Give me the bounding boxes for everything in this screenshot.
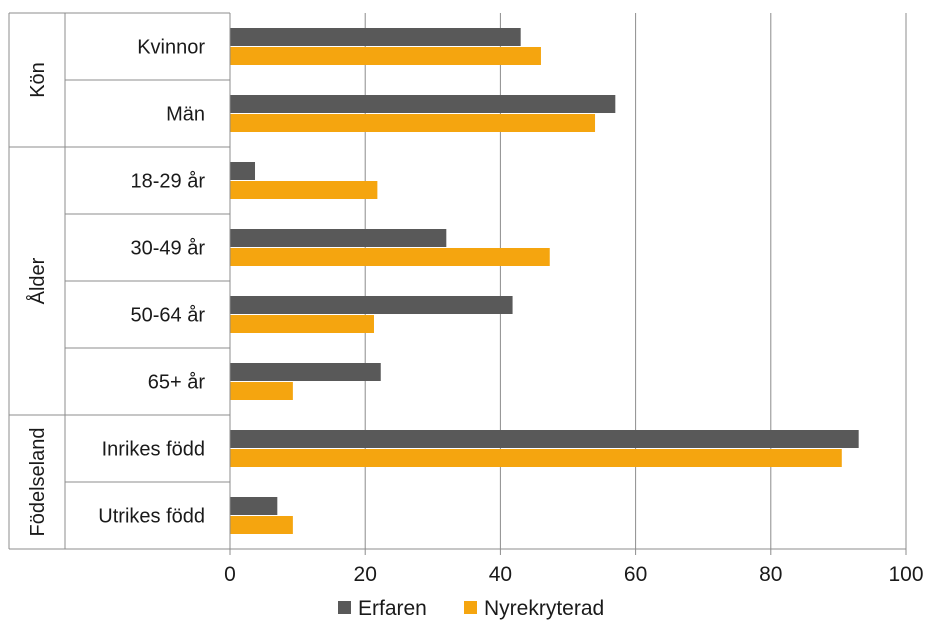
bar-nyrekryterad-7: [230, 516, 293, 534]
bar-nyrekryterad-0: [230, 47, 541, 65]
category-label: Män: [166, 104, 205, 126]
legend-swatch: [464, 601, 477, 614]
group-label: Födelseland: [27, 428, 49, 537]
bar-erfaren-6: [230, 430, 859, 448]
bar-erfaren-0: [230, 28, 521, 46]
x-tick-label: 100: [888, 563, 923, 586]
category-label: 30-49 år: [131, 238, 206, 260]
category-label: Utrikes född: [98, 506, 205, 528]
bar-erfaren-2: [230, 162, 256, 180]
bar-erfaren-4: [230, 296, 513, 314]
x-tick-label: 60: [624, 563, 647, 586]
bar-erfaren-7: [230, 497, 278, 515]
category-label: 18-29 år: [131, 171, 206, 193]
x-tick-label: 20: [354, 563, 377, 586]
legend-label: Erfaren: [358, 597, 427, 620]
legend-swatch: [338, 601, 351, 614]
bar-nyrekryterad-2: [230, 181, 378, 199]
bar-erfaren-3: [230, 229, 447, 247]
bar-erfaren-5: [230, 363, 381, 381]
category-label: 65+ år: [148, 372, 206, 394]
x-tick-label: 40: [489, 563, 512, 586]
group-label: Kön: [27, 62, 49, 98]
bar-nyrekryterad-6: [230, 449, 842, 467]
x-tick-label: 80: [759, 563, 782, 586]
category-label: Inrikes född: [102, 439, 205, 461]
group-label: Ålder: [26, 257, 49, 304]
bar-nyrekryterad-3: [230, 248, 550, 266]
bar-erfaren-1: [230, 95, 616, 113]
bar-nyrekryterad-4: [230, 315, 374, 333]
category-label: 50-64 år: [131, 305, 206, 327]
category-label: Kvinnor: [137, 37, 205, 59]
bar-nyrekryterad-5: [230, 382, 293, 400]
legend-label: Nyrekryterad: [484, 597, 604, 620]
x-tick-label: 0: [224, 563, 236, 586]
bar-nyrekryterad-1: [230, 114, 596, 132]
